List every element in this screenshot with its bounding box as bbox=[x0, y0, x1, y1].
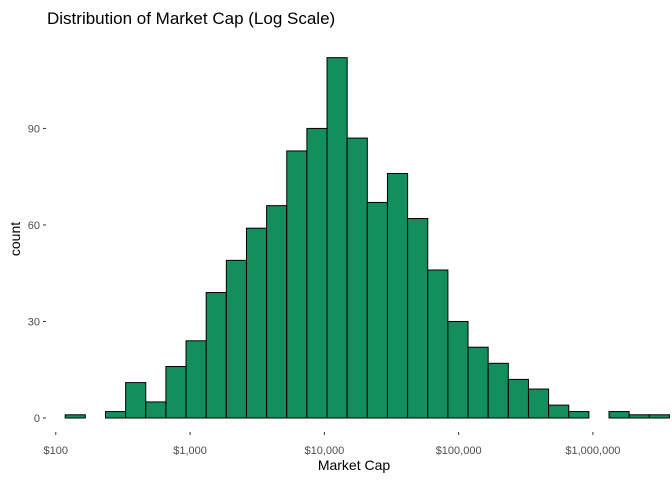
histogram-bar bbox=[266, 205, 288, 419]
histogram-bar bbox=[447, 320, 469, 419]
x-tick-label: $10,000 bbox=[304, 445, 344, 457]
histogram-bar bbox=[346, 137, 368, 419]
histogram-bar bbox=[467, 346, 489, 419]
histogram-bar bbox=[548, 404, 570, 419]
chart-title: Distribution of Market Cap (Log Scale) bbox=[47, 9, 335, 28]
histogram-bar bbox=[386, 172, 409, 419]
histogram-bar bbox=[608, 411, 630, 419]
histogram-bar bbox=[245, 227, 268, 419]
histogram-bar bbox=[366, 201, 388, 419]
histogram-bar bbox=[648, 414, 670, 419]
x-axis-title: Market Cap bbox=[318, 457, 391, 473]
histogram-bar bbox=[527, 388, 550, 419]
histogram-bar bbox=[326, 57, 348, 419]
histogram-bar bbox=[205, 292, 227, 419]
histogram-bar bbox=[125, 382, 147, 419]
x-tick-label: $100 bbox=[44, 445, 68, 457]
histogram-bar bbox=[507, 378, 529, 419]
histogram-bar bbox=[306, 127, 328, 419]
histogram-bar bbox=[145, 401, 167, 419]
histogram-bar bbox=[286, 150, 308, 419]
histogram-bar bbox=[407, 218, 429, 419]
y-tick-label: 30 bbox=[28, 316, 40, 328]
histogram-bar bbox=[487, 362, 509, 419]
y-tick-label: 0 bbox=[34, 413, 40, 425]
y-axis-title: count bbox=[7, 222, 23, 256]
y-axis: 0 30 60 90 bbox=[28, 123, 46, 425]
y-tick-label: 60 bbox=[28, 220, 40, 232]
x-tick-label: $1,000 bbox=[173, 445, 207, 457]
histogram-bar bbox=[104, 411, 127, 419]
histogram-bar bbox=[185, 340, 207, 419]
histogram-bar bbox=[568, 411, 590, 419]
x-tick-label: $100,000 bbox=[436, 445, 482, 457]
histogram-bar bbox=[225, 259, 247, 419]
histogram-bar bbox=[64, 414, 86, 419]
histogram-bar bbox=[628, 414, 650, 419]
histogram-bar bbox=[165, 366, 187, 419]
y-tick-label: 90 bbox=[28, 123, 40, 135]
x-axis: $100 $1,000 $10,000 $100,000 $1,000,000 bbox=[44, 432, 620, 457]
bars-group bbox=[64, 57, 670, 419]
x-tick-label: $1,000,000 bbox=[565, 445, 620, 457]
histogram-bar bbox=[427, 269, 449, 419]
